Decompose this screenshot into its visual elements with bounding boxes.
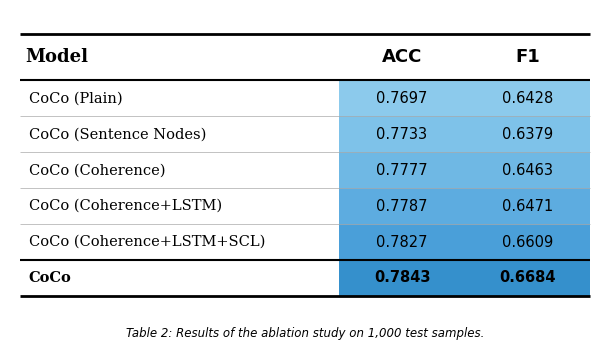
Bar bbox=[20, 34, 590, 80]
Text: F1: F1 bbox=[515, 48, 540, 66]
Text: CoCo (Coherence): CoCo (Coherence) bbox=[29, 163, 165, 177]
Text: 0.6471: 0.6471 bbox=[502, 199, 553, 214]
Bar bbox=[465, 224, 590, 260]
Text: ACC: ACC bbox=[382, 48, 422, 66]
Text: 0.7843: 0.7843 bbox=[374, 270, 430, 286]
Bar bbox=[465, 80, 590, 116]
Text: CoCo (Coherence+LSTM+SCL): CoCo (Coherence+LSTM+SCL) bbox=[29, 235, 265, 249]
Bar bbox=[20, 224, 339, 260]
Bar bbox=[339, 80, 465, 116]
Text: 0.7827: 0.7827 bbox=[376, 235, 428, 249]
Text: 0.7777: 0.7777 bbox=[376, 163, 428, 178]
Bar bbox=[465, 152, 590, 188]
Text: CoCo: CoCo bbox=[29, 271, 71, 285]
Bar bbox=[20, 116, 339, 152]
Text: CoCo (Sentence Nodes): CoCo (Sentence Nodes) bbox=[29, 127, 206, 141]
Bar bbox=[465, 188, 590, 224]
Text: Table 2: Results of the ablation study on 1,000 test samples.: Table 2: Results of the ablation study o… bbox=[126, 327, 484, 340]
Text: 0.6684: 0.6684 bbox=[500, 270, 556, 286]
Bar bbox=[339, 152, 465, 188]
Bar bbox=[339, 116, 465, 152]
Bar bbox=[339, 224, 465, 260]
Text: 0.7787: 0.7787 bbox=[376, 199, 428, 214]
Text: 0.7697: 0.7697 bbox=[376, 91, 428, 106]
Text: 0.6379: 0.6379 bbox=[502, 127, 553, 142]
Bar bbox=[20, 260, 339, 296]
Text: Model: Model bbox=[26, 48, 88, 66]
Bar bbox=[339, 260, 465, 296]
Bar bbox=[465, 260, 590, 296]
Bar bbox=[465, 116, 590, 152]
Text: 0.6463: 0.6463 bbox=[502, 163, 553, 178]
Bar bbox=[339, 188, 465, 224]
Text: CoCo (Coherence+LSTM): CoCo (Coherence+LSTM) bbox=[29, 199, 222, 213]
Text: 0.7733: 0.7733 bbox=[376, 127, 428, 142]
Text: 0.6609: 0.6609 bbox=[502, 235, 553, 249]
Bar bbox=[20, 152, 339, 188]
Text: 0.6428: 0.6428 bbox=[502, 91, 553, 106]
Bar bbox=[20, 188, 339, 224]
Text: CoCo (Plain): CoCo (Plain) bbox=[29, 91, 123, 105]
Bar bbox=[20, 80, 339, 116]
